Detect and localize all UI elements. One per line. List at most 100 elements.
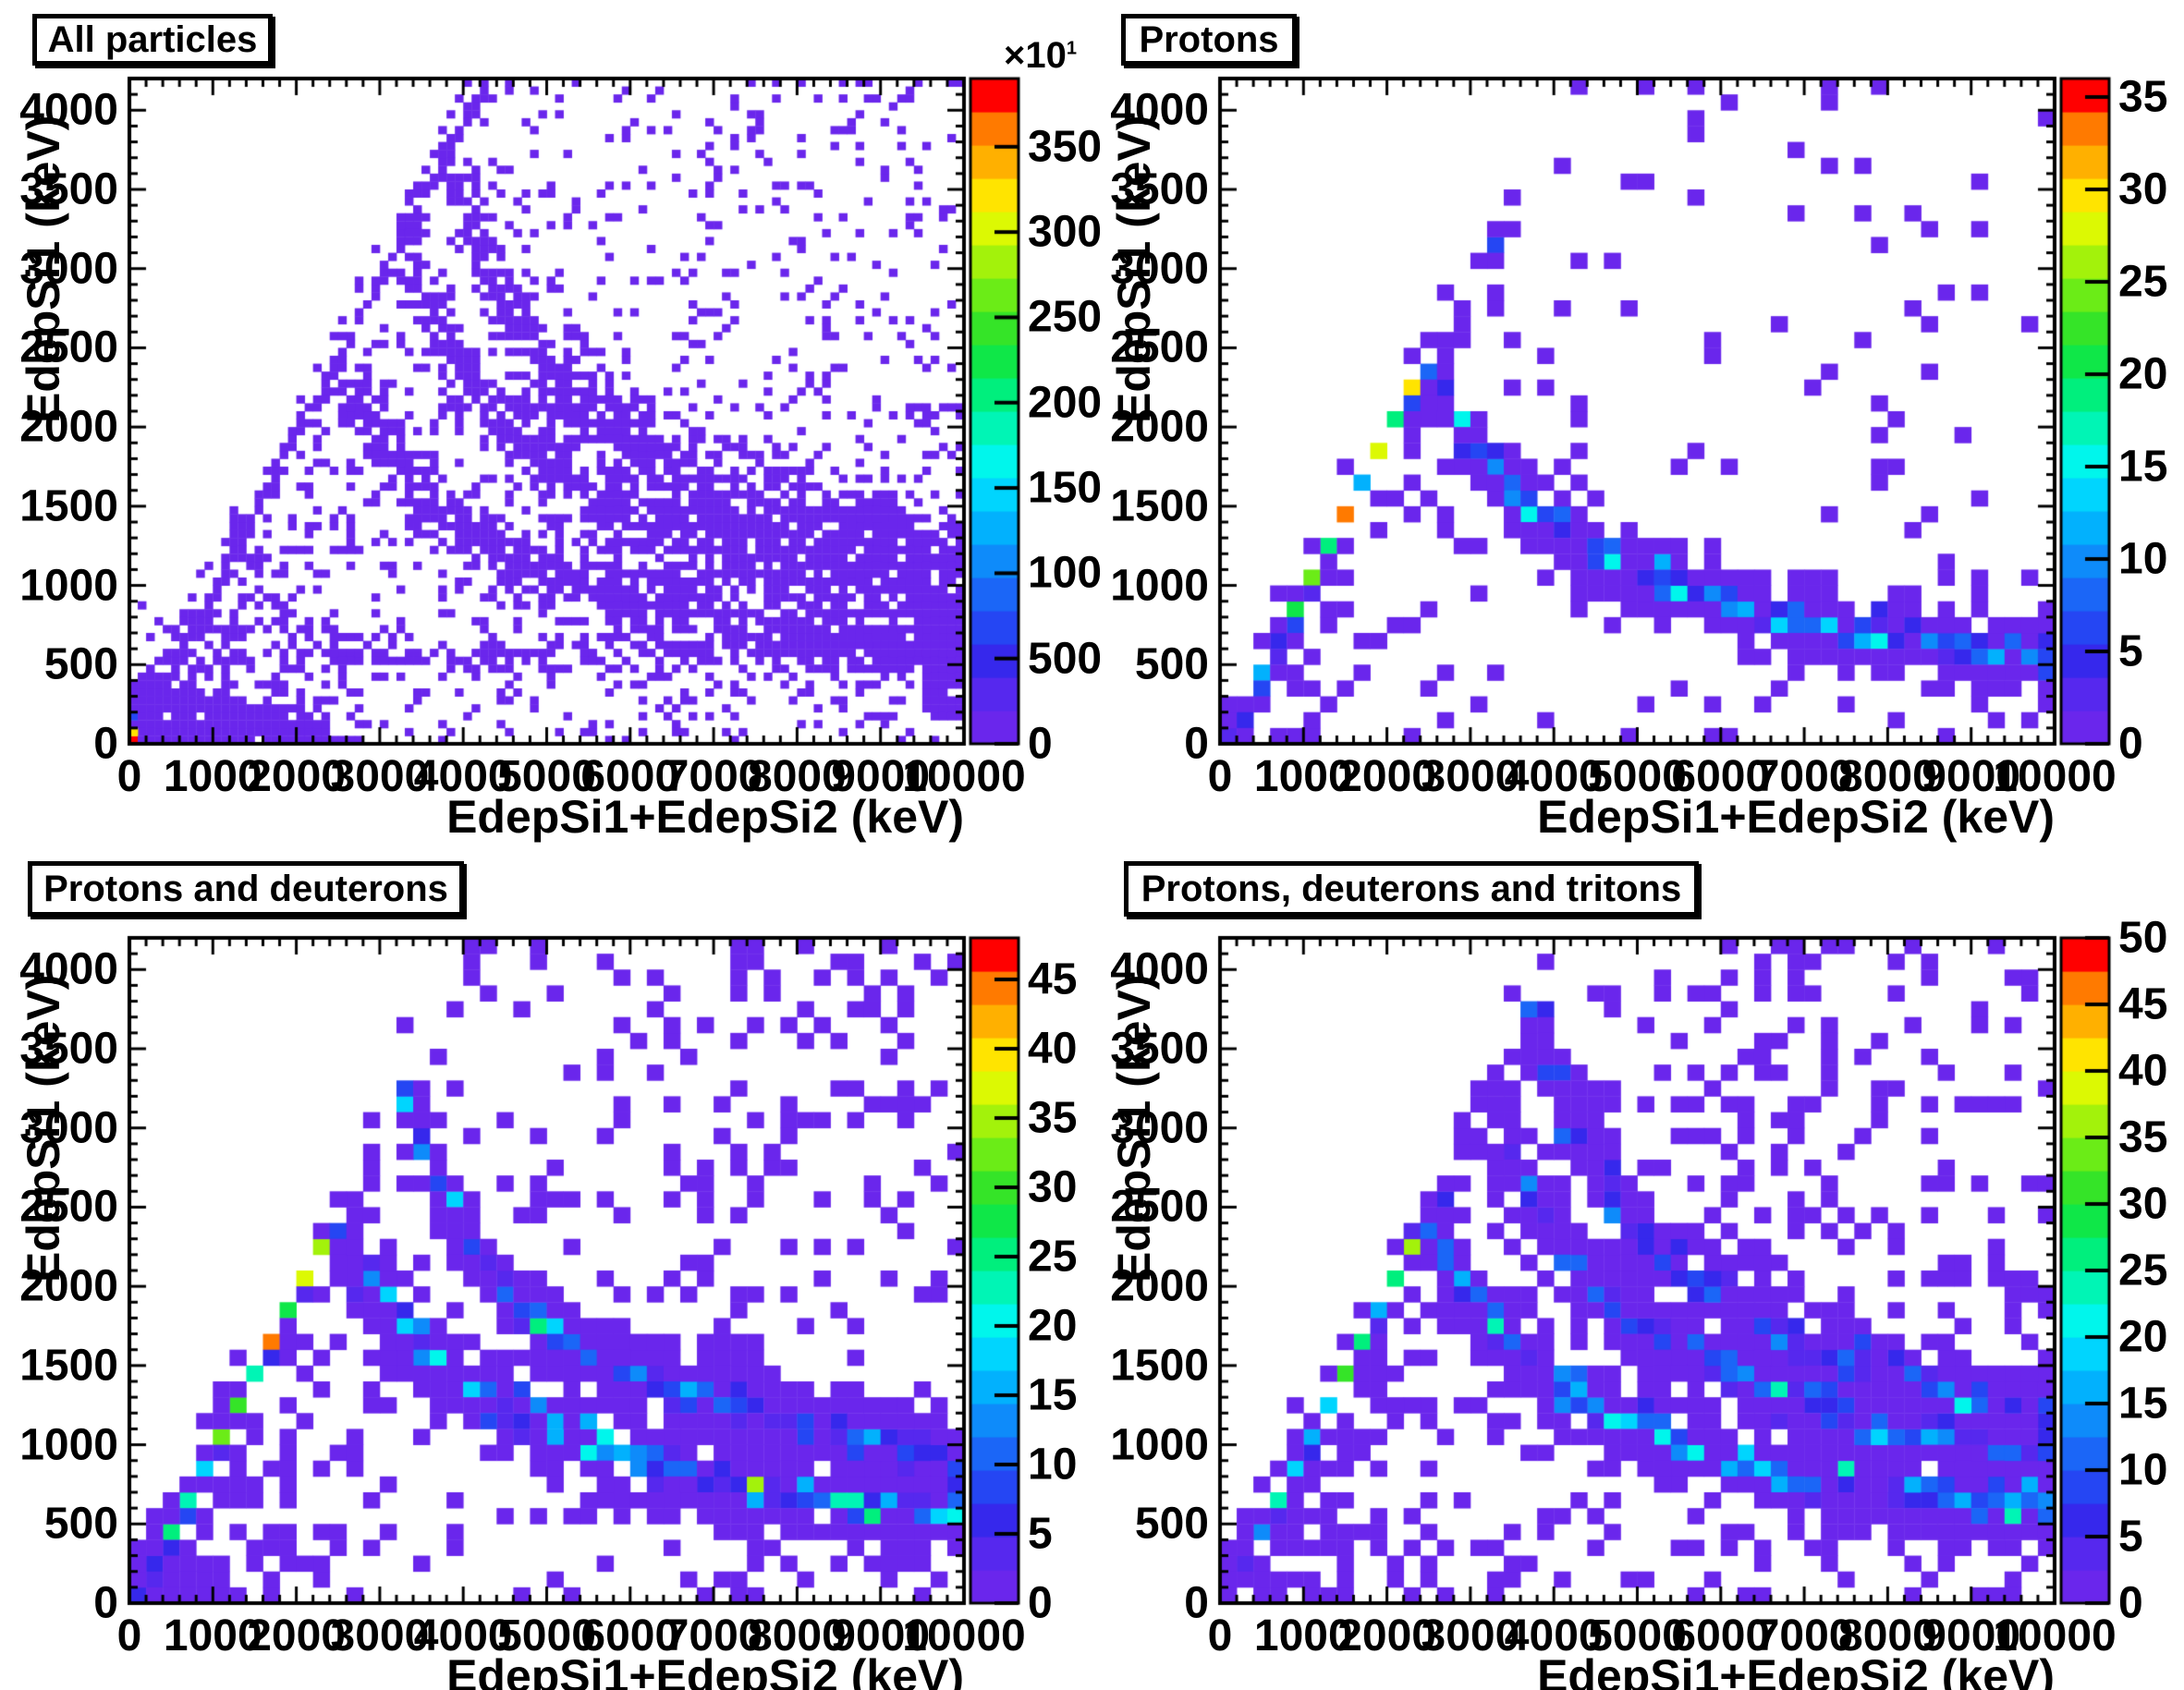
x-tick-label: 8000 [1838, 1611, 1937, 1660]
y-tick-label: 3500 [19, 164, 118, 214]
y-tick-label: 0 [1184, 719, 1209, 769]
colorbar-tick-label: 35 [2118, 72, 2168, 122]
x-tick-label: 3000 [1421, 1611, 1520, 1660]
y-tick-label: 3500 [1110, 164, 1209, 214]
y-tick-label: 4000 [19, 944, 118, 994]
x-tick-label: 9000 [1922, 1611, 2021, 1660]
x-tick-label: 1000 [1253, 752, 1353, 801]
x-tick-label: 1000 [163, 752, 262, 801]
y-tick-label: 500 [1134, 639, 1209, 689]
x-tick-label: 2000 [247, 1611, 346, 1660]
colorbar-tick-label: 40 [1028, 1024, 1078, 1074]
x-tick-label: 0 [116, 752, 142, 801]
y-tick-label: 1500 [1110, 481, 1209, 531]
colorbar-tick-label: 10 [1028, 1440, 1078, 1489]
colorbar-tick-label: 0 [2118, 1578, 2143, 1628]
y-tick-label: 1000 [19, 1420, 118, 1470]
y-tick-label: 3000 [1110, 244, 1209, 294]
y-tick-label: 3000 [19, 1103, 118, 1153]
colorbar-tick-label: 45 [2118, 979, 2168, 1029]
y-tick-label: 500 [43, 639, 118, 689]
y-tick-label: 4000 [1110, 85, 1209, 135]
colorbar-tick-label: 20 [1028, 1301, 1078, 1351]
colorbar-tick-label: 30 [1028, 1162, 1078, 1212]
colorbar-tick-label: 25 [2118, 257, 2168, 307]
colorbar-tick-label: 0 [1028, 1578, 1053, 1628]
y-tick-label: 2000 [1110, 402, 1209, 452]
y-tick-label: 0 [93, 719, 118, 769]
y-tick-label: 0 [93, 1578, 118, 1628]
x-tick-label: 4000 [413, 1611, 513, 1660]
y-tick-label: 1000 [1110, 561, 1209, 611]
colorbar-tick-label: 500 [1028, 634, 1103, 684]
colorbar-tick-label: 30 [2118, 164, 2168, 214]
x-tick-label: 8000 [1838, 752, 1937, 801]
y-tick-label: 2500 [1110, 322, 1209, 372]
y-tick-label: 500 [43, 1499, 118, 1549]
y-tick-label: 3500 [19, 1024, 118, 1074]
x-tick-label: 5000 [1588, 1611, 1687, 1660]
x-tick-label: 5000 [497, 1611, 596, 1660]
y-tick-label: 2500 [19, 1182, 118, 1232]
x-tick-label: 2000 [247, 752, 346, 801]
colorbar-tick-label: 25 [1028, 1232, 1078, 1282]
y-tick-label: 1000 [1110, 1420, 1209, 1470]
colorbar-tick-label: 15 [2118, 1379, 2168, 1429]
colorbar-tick-label: 150 [1028, 463, 1103, 513]
y-tick-label: 1500 [1110, 1341, 1209, 1391]
colorbar-tick-label: 10 [2118, 1445, 2168, 1495]
x-tick-label: 3000 [330, 1611, 430, 1660]
colorbar-tick-label: 350 [1028, 122, 1103, 172]
x-tick-label: 2000 [1337, 752, 1436, 801]
y-tick-label: 2500 [1110, 1182, 1209, 1232]
y-tick-label: 3000 [1110, 1103, 1209, 1153]
y-tick-label: 2000 [19, 402, 118, 452]
x-tick-label: 6000 [1671, 1611, 1771, 1660]
colorbar-tick-label: 15 [2118, 442, 2168, 492]
y-tick-label: 2000 [19, 1261, 118, 1311]
y-tick-label: 2000 [1110, 1261, 1209, 1311]
colorbar-tick-label: 35 [1028, 1093, 1078, 1143]
colorbar-tick-label: 40 [2118, 1046, 2168, 1096]
y-tick-label: 500 [1134, 1499, 1209, 1549]
colorbar-tick-label: 5 [1028, 1509, 1053, 1559]
x-tick-label: 9000 [831, 1611, 931, 1660]
y-tick-label: 1000 [19, 561, 118, 611]
colorbar-tick-label: 5 [2118, 626, 2143, 676]
x-tick-label: 4000 [413, 752, 513, 801]
x-tick-label: 7000 [664, 1611, 763, 1660]
colorbar-tick-label: 0 [2118, 719, 2143, 769]
colorbar-tick-label: 35 [2118, 1112, 2168, 1162]
x-tick-label: 7000 [1754, 1611, 1854, 1660]
y-tick-label: 4000 [1110, 944, 1209, 994]
x-tick-label: 0 [116, 1611, 142, 1660]
y-tick-label: 0 [1184, 1578, 1209, 1628]
x-tick-label: 6000 [580, 1611, 680, 1660]
x-tick-label: 10000 [1993, 752, 2117, 801]
x-tick-label: 1000 [163, 1611, 262, 1660]
x-tick-label: 5000 [1588, 752, 1687, 801]
y-tick-label: 2500 [19, 322, 118, 372]
colorbar-tick-label: 5 [2118, 1512, 2143, 1562]
x-tick-label: 10000 [1993, 1611, 2117, 1660]
colorbar-tick-label: 25 [2118, 1246, 2168, 1295]
x-tick-label: 7000 [664, 752, 763, 801]
colorbar-tick-label: 30 [2118, 1179, 2168, 1229]
colorbar-tick-label: 15 [1028, 1370, 1078, 1420]
x-tick-label: 6000 [580, 752, 680, 801]
x-tick-label: 4000 [1504, 752, 1604, 801]
x-tick-label: 9000 [1922, 752, 2021, 801]
colorbar-tick-label: 0 [1028, 719, 1053, 769]
colorbar-tick-label: 200 [1028, 378, 1103, 428]
y-tick-label: 3000 [19, 244, 118, 294]
x-tick-label: 0 [1207, 752, 1233, 801]
y-tick-label: 3500 [1110, 1024, 1209, 1074]
x-tick-label: 2000 [1337, 1611, 1436, 1660]
x-tick-label: 10000 [902, 752, 1026, 801]
x-tick-label: 3000 [330, 752, 430, 801]
x-tick-label: 1000 [1253, 1611, 1353, 1660]
x-tick-label: 9000 [831, 752, 931, 801]
y-tick-label: 1500 [19, 1341, 118, 1391]
